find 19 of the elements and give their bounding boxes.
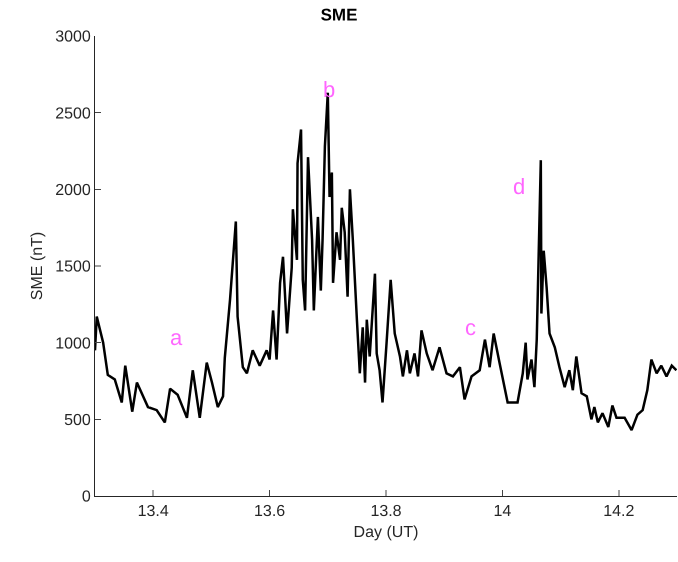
x-tick-label: 14: [494, 503, 512, 520]
x-axis-title: Day (UT): [354, 524, 418, 541]
y-tick-label: 1500: [55, 258, 91, 276]
y-tick-label: 2000: [55, 182, 91, 199]
y-axis-title: SME (nT): [29, 232, 46, 300]
x-tick-label: 13.6: [254, 503, 286, 520]
chart-title: SME: [320, 5, 358, 24]
y-tick-label: 0: [82, 488, 91, 506]
annotation: b: [323, 77, 336, 102]
annotation: d: [513, 174, 526, 199]
annotation: c: [465, 315, 476, 340]
y-tick-label: 2500: [55, 105, 91, 122]
y-tick-label: 3000: [55, 28, 91, 46]
x-tick-label: 13.8: [370, 503, 402, 520]
x-tick-label: 13.4: [138, 503, 169, 520]
x-tick-label: 14.2: [603, 503, 634, 520]
y-tick-label: 1000: [55, 335, 91, 352]
y-tick-label: 500: [64, 412, 91, 429]
annotation: a: [170, 325, 183, 350]
